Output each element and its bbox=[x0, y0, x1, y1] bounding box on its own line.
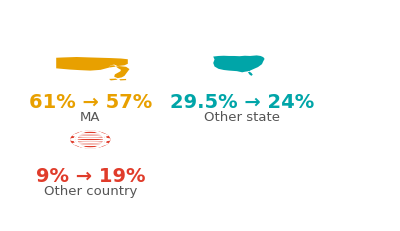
Text: 29.5% → 24%: 29.5% → 24% bbox=[170, 92, 314, 111]
Text: 61% → 57%: 61% → 57% bbox=[29, 92, 152, 111]
Polygon shape bbox=[56, 58, 128, 71]
Text: 9% → 19%: 9% → 19% bbox=[36, 166, 145, 185]
Circle shape bbox=[70, 131, 110, 149]
Polygon shape bbox=[119, 79, 126, 81]
Text: Other state: Other state bbox=[204, 110, 280, 123]
Polygon shape bbox=[109, 79, 118, 81]
Polygon shape bbox=[109, 66, 130, 79]
Text: Other country: Other country bbox=[44, 184, 137, 197]
Polygon shape bbox=[213, 56, 264, 76]
Text: MA: MA bbox=[80, 110, 100, 123]
